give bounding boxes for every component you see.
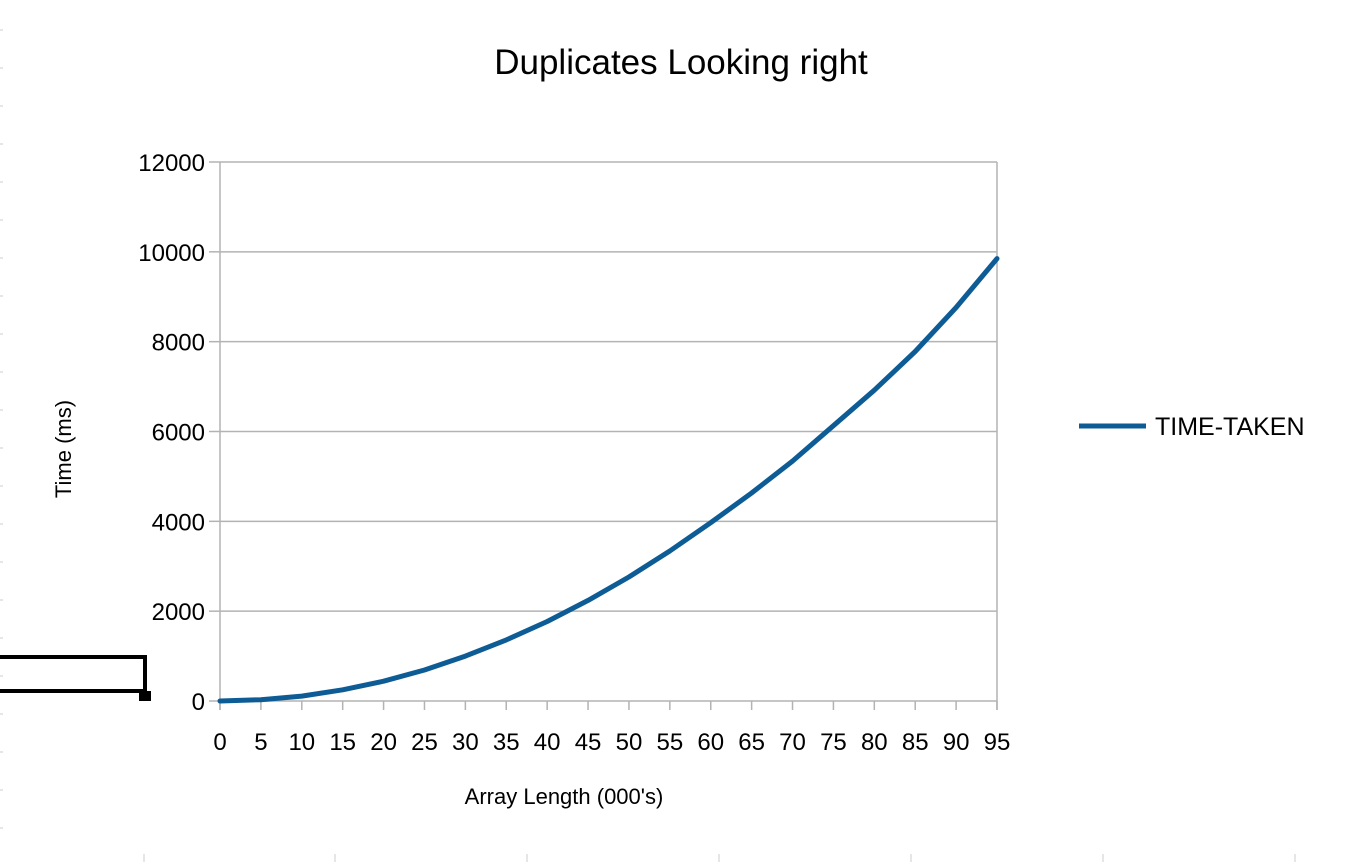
- data-point: [259, 698, 263, 702]
- x-tick-label: 10: [288, 729, 315, 756]
- data-point: [545, 619, 549, 623]
- x-tick-label: 30: [452, 729, 479, 756]
- x-tick-label: 95: [984, 729, 1011, 756]
- x-axis: 0 5 10 15 20 25 30 35 40 45 50 55 60 65 70 75 80 85 90 95: [213, 701, 1010, 756]
- x-tick-label: 20: [370, 729, 397, 756]
- x-tick-label: 90: [943, 729, 970, 756]
- series-line: [217, 256, 1000, 704]
- data-point: [504, 638, 508, 642]
- data-point: [422, 668, 426, 672]
- x-tick-label: 65: [738, 729, 765, 756]
- y-tick-label: 4000: [152, 509, 205, 536]
- x-tick-label: 75: [820, 729, 847, 756]
- x-tick-label: 25: [411, 729, 438, 756]
- data-point: [995, 257, 999, 261]
- data-point: [218, 699, 222, 703]
- data-point: [627, 575, 631, 579]
- data-point: [341, 688, 345, 692]
- x-tick-label: 35: [493, 729, 520, 756]
- legend: TIME-TAKEN: [1079, 413, 1305, 441]
- y-tick-label: 0: [192, 689, 205, 716]
- data-point: [872, 388, 876, 392]
- x-tick-label: 55: [656, 729, 683, 756]
- data-point: [300, 694, 304, 698]
- x-tick-label: 0: [213, 729, 226, 756]
- data-point: [750, 491, 754, 495]
- y-tick-label: 6000: [152, 420, 205, 447]
- series-layer: [217, 256, 1000, 704]
- data-point: [709, 521, 713, 525]
- x-tick-label: 60: [697, 729, 724, 756]
- data-point: [382, 679, 386, 683]
- x-tick-label: 80: [861, 729, 888, 756]
- data-point: [954, 306, 958, 310]
- page-edge-ticks: [0, 29, 1296, 862]
- y-tick-label: 12000: [138, 150, 205, 177]
- x-tick-label: 85: [902, 729, 929, 756]
- data-point: [791, 459, 795, 463]
- y-axis-label: Time (ms): [51, 400, 76, 498]
- x-tick-label: 15: [329, 729, 356, 756]
- data-point: [586, 598, 590, 602]
- legend-label: TIME-TAKEN: [1155, 413, 1305, 441]
- y-axis: 0 2000 4000 6000 8000 10000 12000: [138, 150, 220, 716]
- x-tick-label: 70: [779, 729, 806, 756]
- data-point: [831, 424, 835, 428]
- x-tick-label: 40: [534, 729, 561, 756]
- data-point: [668, 549, 672, 553]
- y-tick-label: 10000: [138, 240, 205, 267]
- selection-box: [0, 655, 151, 701]
- x-tick-label: 5: [254, 729, 267, 756]
- data-point: [913, 350, 917, 354]
- x-tick-label: 45: [575, 729, 602, 756]
- x-tick-label: 50: [616, 729, 643, 756]
- y-tick-label: 2000: [152, 599, 205, 626]
- data-point: [463, 654, 467, 658]
- x-axis-label: Array Length (000's): [465, 784, 664, 809]
- chart-title: Duplicates Looking right: [494, 43, 868, 82]
- y-tick-label: 8000: [152, 330, 205, 357]
- grid: [219, 161, 998, 710]
